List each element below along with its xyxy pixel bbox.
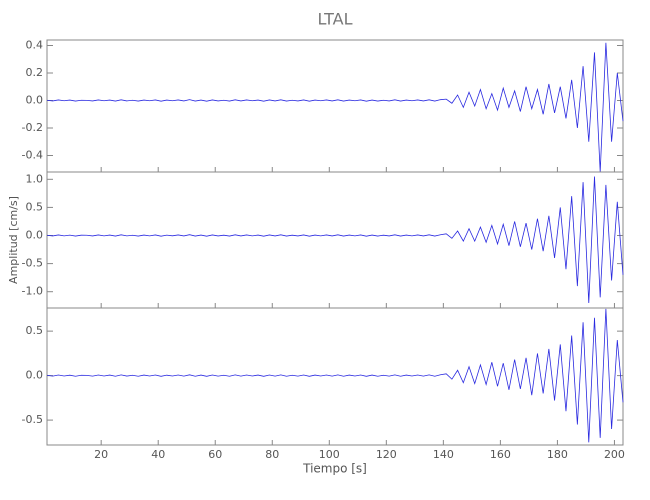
trace — [46, 42, 624, 173]
y-tick-label: -0.2 — [22, 121, 43, 134]
trace — [46, 176, 624, 303]
y-tick-label: -0.4 — [22, 149, 43, 162]
y-tick-label: 1.0 — [26, 172, 44, 185]
y-tick-label: 0.5 — [26, 200, 44, 213]
x-tick-label: 160 — [490, 448, 511, 461]
x-tick-label: 20 — [94, 448, 108, 461]
panel-frame — [46, 171, 624, 309]
x-tick-label: 140 — [433, 448, 454, 461]
y-tick-label: -0.5 — [22, 257, 43, 270]
y-tick-label: 0.0 — [26, 94, 44, 107]
x-tick-label: 120 — [376, 448, 397, 461]
panel-frame — [46, 307, 624, 446]
trace — [46, 308, 624, 443]
y-tick-label: 0.2 — [26, 66, 44, 79]
y-tick-label: -0.5 — [22, 413, 43, 426]
y-tick-label: -1.0 — [22, 285, 43, 298]
x-tick-label: 60 — [208, 448, 222, 461]
chart-title: LTAL — [317, 10, 352, 29]
x-tick-label: 80 — [265, 448, 279, 461]
y-axis-label: Amplitud [cm/s] — [7, 196, 20, 284]
y-tick-label: 0.5 — [26, 324, 44, 337]
y-tick-label: 0.0 — [26, 229, 44, 242]
x-tick-label: 200 — [604, 448, 625, 461]
x-tick-label: 100 — [319, 448, 340, 461]
x-axis-label: Tiempo [s] — [302, 462, 367, 476]
x-tick-label: 180 — [547, 448, 568, 461]
y-tick-label: 0.4 — [26, 39, 44, 52]
x-tick-label: 40 — [151, 448, 165, 461]
y-tick-label: 0.0 — [26, 369, 44, 382]
panel-frame — [46, 39, 624, 173]
